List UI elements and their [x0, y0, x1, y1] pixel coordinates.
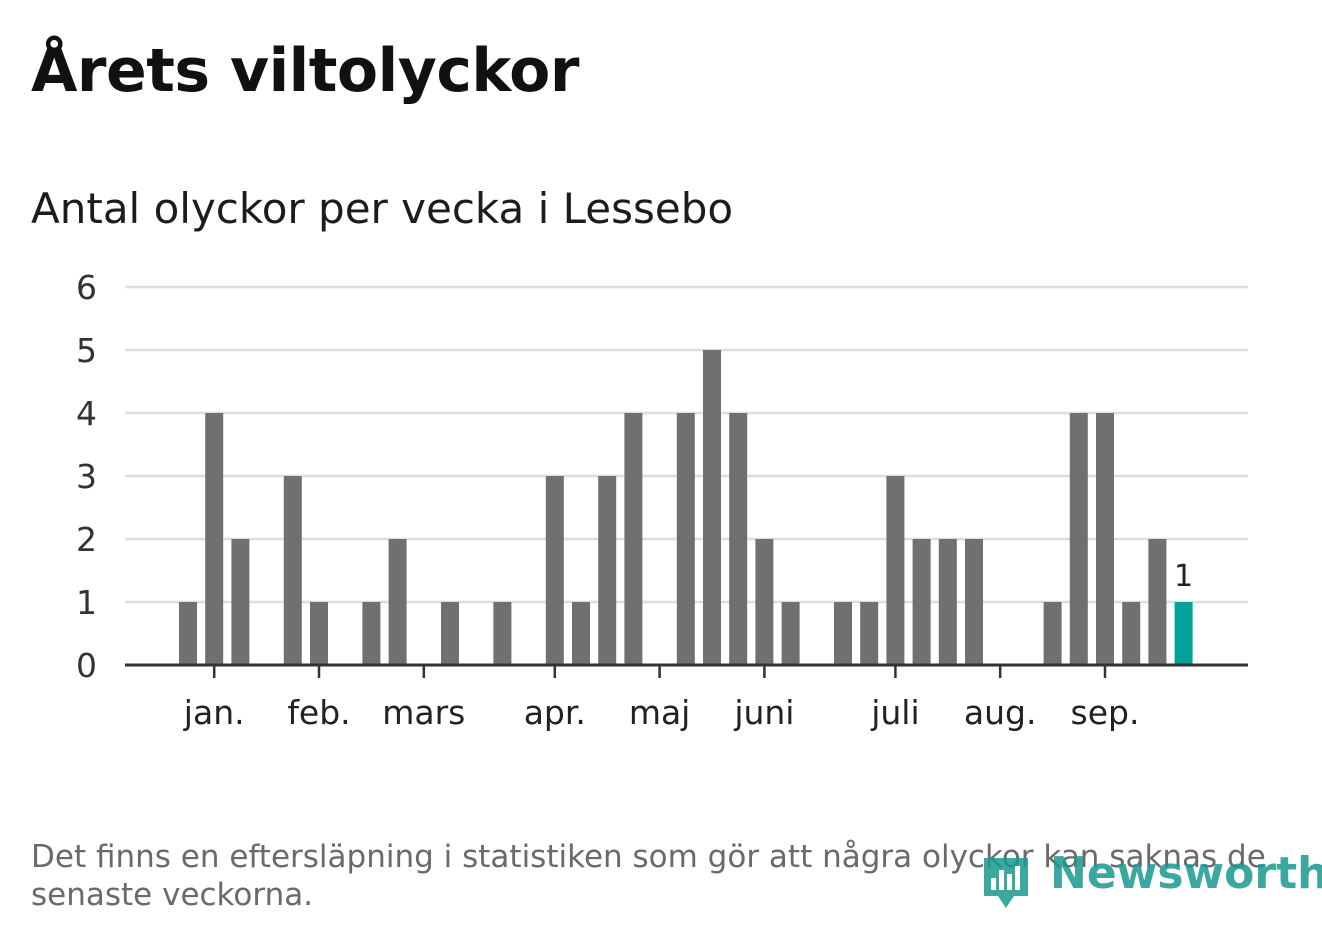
data-label: 1	[1174, 559, 1193, 594]
bar	[545, 476, 564, 665]
newsworthy-logo-icon	[984, 858, 1028, 908]
bar	[1096, 413, 1114, 665]
bar	[493, 602, 512, 665]
bar	[676, 413, 695, 665]
bar	[441, 602, 459, 665]
y-tick-label: 2	[76, 520, 97, 559]
bar	[1069, 413, 1088, 665]
bar-chart: 0 1 2 3 4 5 6 jan. feb. mars apr. maj juni juli aug. s…	[76, 268, 1248, 732]
x-tick-label: apr.	[524, 693, 586, 732]
y-tick-label: 5	[76, 331, 97, 370]
newsworthy-logo-text: Newsworthy	[1050, 848, 1322, 899]
y-tick-label: 3	[76, 457, 97, 496]
x-tick-label: juni	[733, 693, 794, 732]
bar	[1148, 539, 1167, 665]
x-tick-label: sep.	[1071, 693, 1140, 732]
bar	[781, 602, 800, 665]
x-tick-label: mars	[382, 693, 465, 732]
bar	[362, 602, 381, 665]
bar	[834, 602, 852, 665]
bar	[1174, 602, 1193, 665]
bar	[572, 602, 590, 665]
y-tick-label: 4	[76, 394, 97, 433]
bar	[205, 413, 224, 665]
bar	[703, 350, 721, 665]
x-axis: jan. feb. mars apr. maj juni juli aug. sep.	[125, 663, 1248, 732]
y-tick-label: 0	[76, 646, 97, 685]
y-tick-label: 1	[76, 583, 97, 622]
bar	[1122, 602, 1141, 665]
bar	[912, 539, 931, 665]
bar	[938, 539, 957, 665]
bar	[310, 602, 328, 665]
bar	[755, 539, 774, 665]
bar	[886, 476, 905, 665]
bar	[179, 602, 197, 665]
bar	[598, 476, 617, 665]
footnote: Det finns en eftersläpning i statistiken…	[31, 839, 1266, 913]
bar	[1043, 602, 1062, 665]
bar	[388, 539, 407, 665]
x-tick-label: maj	[629, 693, 691, 732]
bar	[860, 602, 879, 665]
bar	[729, 413, 748, 665]
x-tick-label: jan.	[183, 693, 245, 732]
chart-subtitle: Antal olyckor per vecka i Lessebo	[31, 184, 734, 233]
data-labels: 1	[1174, 559, 1193, 594]
bars	[179, 350, 1193, 665]
x-tick-label: aug.	[964, 693, 1037, 732]
x-tick-label: feb.	[287, 693, 350, 732]
bar	[965, 539, 983, 665]
bar	[624, 413, 643, 665]
chart-title: Årets viltolyckor	[31, 36, 580, 106]
bar	[283, 476, 302, 665]
x-tick-label: juli	[870, 693, 919, 732]
y-tick-label: 6	[76, 268, 97, 307]
y-axis: 0 1 2 3 4 5 6	[76, 268, 97, 685]
bar	[231, 539, 250, 665]
